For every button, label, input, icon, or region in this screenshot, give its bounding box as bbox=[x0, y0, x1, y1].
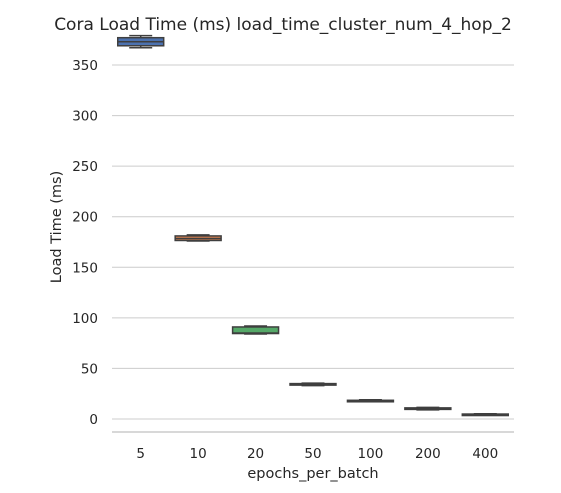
y-axis-label: Load Time (ms) bbox=[49, 171, 65, 283]
box-100 bbox=[346, 399, 395, 403]
box-400 bbox=[461, 412, 510, 417]
y-tick-label: 300 bbox=[72, 109, 98, 125]
x-tick-label: 50 bbox=[304, 446, 321, 462]
box-50 bbox=[289, 382, 337, 387]
x-tick-label: 400 bbox=[472, 446, 498, 462]
y-tick-label: 200 bbox=[72, 210, 98, 226]
y-axis-ticks: 0 50 100 150 200 250 300 350 bbox=[72, 58, 98, 428]
box-20 bbox=[231, 325, 280, 335]
x-tick-label: 5 bbox=[136, 446, 145, 462]
y-tick-label: 100 bbox=[72, 311, 98, 327]
boxes bbox=[116, 34, 510, 417]
y-tick-label: 350 bbox=[72, 58, 98, 74]
y-tick-label: 50 bbox=[81, 361, 98, 377]
x-tick-label: 200 bbox=[415, 446, 441, 462]
x-axis-label: epochs_per_batch bbox=[247, 466, 378, 482]
x-tick-label: 100 bbox=[358, 446, 384, 462]
y-tick-label: 0 bbox=[89, 412, 98, 428]
y-tick-label: 150 bbox=[72, 260, 98, 276]
x-tick-label: 10 bbox=[190, 446, 207, 462]
y-tick-label: 250 bbox=[72, 159, 98, 175]
chart-title: Cora Load Time (ms) load_time_cluster_nu… bbox=[54, 15, 512, 35]
x-tick-label: 20 bbox=[247, 446, 264, 462]
x-axis-ticks: 5 10 20 50 100 200 400 bbox=[136, 446, 498, 462]
box-5 bbox=[116, 34, 165, 49]
box-200 bbox=[404, 406, 452, 411]
box-10 bbox=[174, 234, 222, 242]
gridlines bbox=[112, 64, 514, 420]
